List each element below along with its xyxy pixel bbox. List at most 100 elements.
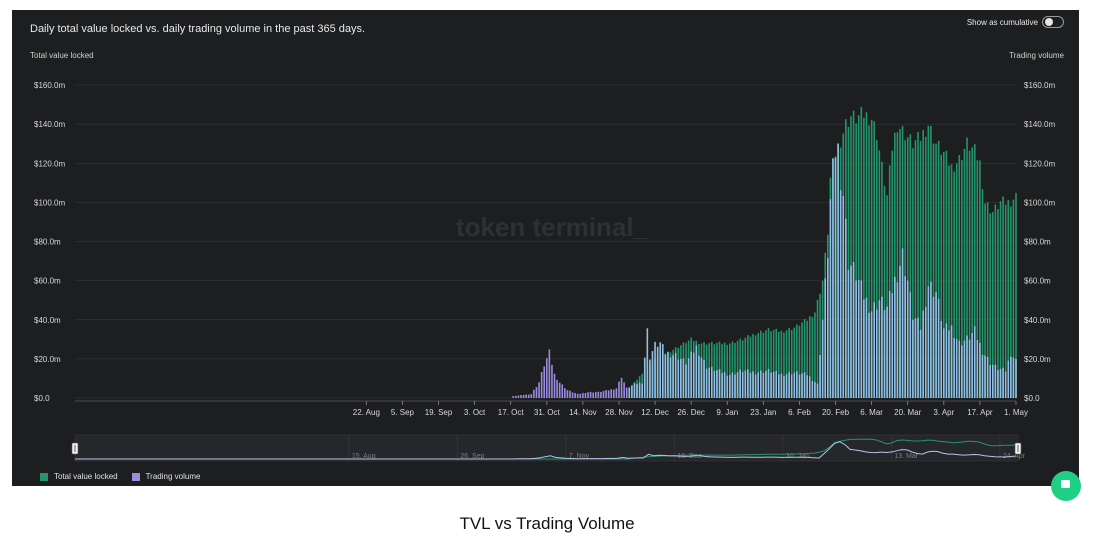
navigator-line-volume bbox=[75, 441, 1016, 460]
tvl-bar bbox=[811, 317, 814, 398]
tvl-bar bbox=[806, 320, 808, 398]
tvl-bar bbox=[721, 343, 723, 398]
navigator-track[interactable] bbox=[74, 434, 1019, 462]
volume-bar bbox=[705, 368, 708, 398]
tvl-bar bbox=[891, 150, 894, 398]
tvl-bar bbox=[759, 330, 762, 398]
tvl-bar bbox=[937, 140, 940, 398]
volume-bar bbox=[796, 371, 798, 398]
volume-bar bbox=[963, 340, 966, 398]
volume-bar bbox=[997, 370, 999, 398]
volume-bar bbox=[662, 344, 664, 398]
tvl-bar bbox=[749, 336, 752, 398]
tvl-bar bbox=[788, 327, 790, 398]
tvl-bar bbox=[966, 137, 968, 399]
tvl-bar bbox=[852, 110, 855, 398]
volume-bar bbox=[935, 292, 937, 398]
chart-title: Daily total value locked vs. daily tradi… bbox=[30, 23, 366, 35]
tvl-bar bbox=[726, 344, 729, 398]
volume-bar bbox=[894, 276, 896, 398]
volume-bar bbox=[703, 360, 705, 398]
tvl-bar bbox=[976, 160, 979, 398]
volume-bar bbox=[948, 330, 950, 398]
legend-item-volume[interactable]: Trading volume bbox=[131, 472, 201, 481]
volume-bar bbox=[736, 372, 739, 398]
tvl-bar bbox=[953, 171, 955, 398]
y-tick-label-right: $20.0m bbox=[1024, 355, 1051, 364]
legend-swatch-tvl bbox=[40, 472, 48, 481]
tvl-bar bbox=[881, 161, 883, 398]
volume-bar bbox=[839, 190, 842, 398]
legend-item-tvl[interactable]: Total value locked bbox=[40, 472, 118, 481]
volume-bar bbox=[548, 349, 551, 398]
y-tick-label-right: $80.0m bbox=[1024, 238, 1051, 247]
watermark: token terminal_ bbox=[456, 212, 649, 242]
tvl-bar bbox=[919, 140, 922, 398]
volume-bar bbox=[1002, 367, 1004, 398]
volume-bar bbox=[633, 383, 636, 398]
volume-bar bbox=[966, 335, 968, 398]
volume-bar bbox=[646, 328, 649, 398]
tvl-bar bbox=[747, 335, 749, 398]
tvl-bar bbox=[896, 132, 899, 398]
volume-bar bbox=[943, 328, 945, 398]
tvl-bar bbox=[945, 150, 948, 398]
y-tick-label-right: $100.0m bbox=[1024, 198, 1055, 207]
tvl-bar bbox=[873, 121, 876, 399]
volume-bar bbox=[597, 391, 600, 398]
tvl-bar bbox=[870, 119, 873, 398]
volume-bar bbox=[819, 354, 821, 398]
tvl-bar bbox=[971, 147, 973, 398]
figure-caption: TVL vs Trading Volume bbox=[459, 514, 635, 533]
volume-bar bbox=[912, 319, 914, 398]
volume-bar bbox=[852, 262, 855, 398]
volume-bar bbox=[613, 389, 615, 398]
volume-bar bbox=[955, 338, 958, 398]
volume-bar bbox=[937, 298, 940, 398]
cumulative-toggle-group[interactable]: Show as cumulative bbox=[967, 16, 1064, 28]
volume-bar bbox=[540, 371, 543, 398]
volume-bar bbox=[971, 333, 973, 398]
cumulative-toggle[interactable] bbox=[1042, 16, 1064, 28]
volume-bar bbox=[945, 323, 948, 398]
volume-bar bbox=[744, 370, 747, 398]
volume-bar bbox=[576, 393, 579, 398]
range-navigator[interactable]: 15. Aug 26. Sep 7. Nov 19. Dec 30. Jan 13. Ma… bbox=[71, 434, 1026, 462]
volume-bar bbox=[767, 368, 770, 398]
tvl-bar bbox=[762, 332, 765, 398]
x-tick-label: 1. May bbox=[1004, 408, 1028, 417]
volume-bar bbox=[827, 258, 829, 398]
volume-bar bbox=[723, 372, 726, 398]
y-tick-label-left: $0.0 bbox=[34, 394, 50, 403]
volume-bar bbox=[741, 371, 744, 398]
navigator-label: 15. Aug bbox=[352, 453, 376, 460]
volume-bar bbox=[811, 380, 814, 398]
tvl-bar bbox=[894, 132, 896, 398]
navigator-label: 7. Nov bbox=[569, 453, 590, 460]
chat-button[interactable] bbox=[1051, 471, 1081, 501]
volume-bar bbox=[821, 319, 824, 398]
tvl-bar bbox=[767, 327, 770, 398]
tvl-bar bbox=[950, 164, 953, 398]
volume-bar bbox=[930, 281, 932, 398]
volume-bar bbox=[906, 280, 909, 398]
volume-bar bbox=[625, 387, 628, 398]
tvl-volume-chart[interactable]: token terminal_ $0.0 $0.0 $20.0m $20.0m $40.… bbox=[12, 10, 1079, 486]
volume-bar bbox=[886, 306, 888, 398]
tvl-bar bbox=[850, 116, 852, 399]
volume-bar bbox=[772, 371, 775, 398]
volume-bar bbox=[522, 395, 525, 398]
volume-bar bbox=[870, 311, 873, 398]
volume-bar bbox=[922, 310, 924, 398]
legend-label-volume: Trading volume bbox=[145, 472, 201, 481]
volume-bar bbox=[602, 391, 605, 398]
volume-bar bbox=[950, 325, 953, 398]
volume-bar bbox=[994, 364, 997, 398]
legend: Total value locked Trading volume bbox=[40, 472, 214, 481]
tvl-bar bbox=[863, 117, 865, 399]
tvl-bar bbox=[783, 332, 785, 398]
x-tick-label: 22. Aug bbox=[353, 408, 380, 417]
volume-bar bbox=[868, 312, 870, 398]
tvl-bar bbox=[801, 322, 803, 398]
volume-bar bbox=[832, 158, 834, 398]
